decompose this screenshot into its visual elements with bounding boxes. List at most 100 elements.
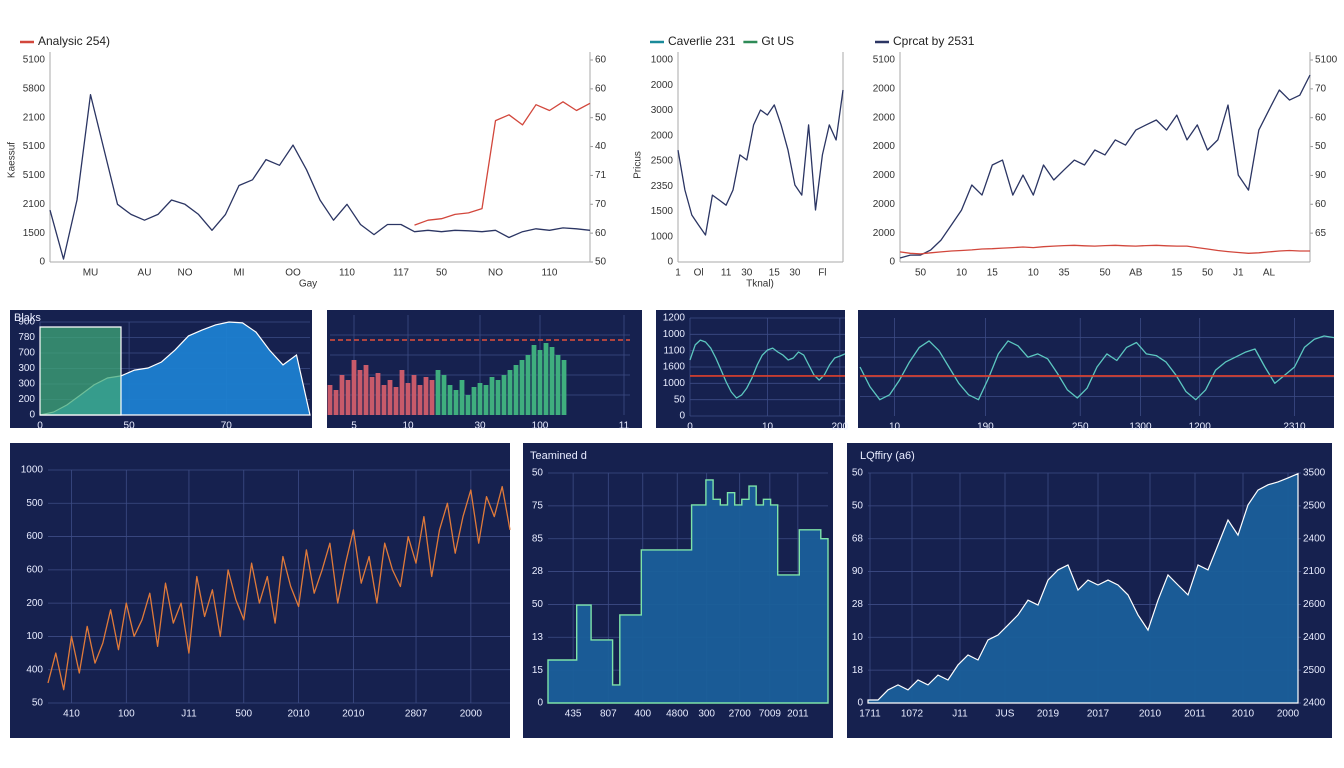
legend-label: Gt US [761,34,794,48]
y-tick-label: 1000 [663,329,686,340]
bar [399,370,405,415]
y-tick-label: 600 [26,531,43,542]
x-tick-label: MI [233,268,244,279]
y-tick-label: 2000 [651,130,674,141]
x-tick-label: 35 [1058,268,1070,279]
y-tick-label: 2000 [873,83,896,94]
x-tick-label: 30 [741,268,753,279]
x-tick-label: NO [488,268,503,279]
x-tick-label: 100 [532,421,549,432]
x-tick-label: 2010 [1139,709,1162,720]
x-tick-label: 807 [600,709,617,720]
x-tick-label: 2700 [729,709,752,720]
y-tick-label: 0 [667,257,673,268]
y2-tick-label: 2100 [1303,566,1326,577]
y-tick-label: 100 [26,631,43,642]
x-tick-label: OO [285,268,301,279]
x-tick-label: 15 [1171,268,1183,279]
y2-tick-label: 50 [595,257,607,268]
y-tick-label: 200 [18,394,35,405]
y-tick-label: 5100 [23,170,46,181]
x-tick-label: 100 [118,709,135,720]
bar [441,375,447,415]
series-line [49,93,591,260]
x-tick-label: 10 [1028,268,1040,279]
x-tick-label: AU [138,268,152,279]
series-line [899,74,1311,259]
x-tick-label: 110 [542,268,558,279]
y-tick-label: 300 [18,363,35,374]
bar [363,365,369,415]
y-tick-label: 5100 [23,141,46,152]
x-tick-label: 2807 [405,709,428,720]
x-tick-label: 2000 [460,709,483,720]
x-tick-label: 1300 [1129,422,1152,433]
bar [357,370,363,415]
x-tick-label: 70 [221,421,233,432]
x-tick-label: 30 [789,268,801,279]
x-tick-label: 2017 [1087,709,1110,720]
y-tick-label: 300 [18,379,35,390]
bar [417,385,423,415]
bar [327,385,333,415]
bar [483,385,489,415]
x-tick-label: 10 [402,421,414,432]
bar [525,355,531,415]
x-tick-label: 2010 [287,709,310,720]
y-tick-label: 1500 [651,206,674,217]
bar [495,380,501,415]
bar [333,390,339,415]
x-tick-label: J11 [181,709,197,720]
y-tick-label: 200 [26,598,43,609]
bar [435,370,441,415]
bar [561,360,567,415]
bar [429,380,435,415]
bar [339,375,345,415]
series-area [867,472,1299,704]
x-tick-label: 10 [889,422,901,433]
x-tick-label: 200 [831,422,848,433]
x-tick-label: J11 [952,709,968,720]
x-tick-label: 0 [37,421,43,432]
y-tick-label: 0 [537,698,543,709]
x-tick-label: 50 [1202,268,1214,279]
y-tick-label: 700 [18,348,35,359]
x-tick-label: 2010 [1232,709,1255,720]
x-axis-label: Tknal) [746,279,774,290]
y-tick-label: 90 [852,566,864,577]
y-tick-label: 400 [26,664,43,675]
y2-tick-label: 60 [595,228,607,239]
x-axis-label: Gay [299,279,317,290]
y-tick-label: 3000 [651,105,674,116]
y-tick-label: 2500 [651,156,674,167]
x-tick-label: 117 [393,268,409,279]
bar [387,380,393,415]
y2-tick-label: 2500 [1303,500,1326,511]
x-tick-label: 2310 [1283,422,1306,433]
bar [459,380,465,415]
y-tick-label: 2000 [873,228,896,239]
bar [375,373,381,415]
y-tick-label: 50 [532,468,544,479]
x-tick-label: 1200 [1189,422,1212,433]
x-tick-label: 2000 [1277,709,1300,720]
bar [531,345,537,415]
bar [345,380,351,415]
bar [549,347,555,415]
y-tick-label: 5800 [23,83,46,94]
bar [513,365,519,415]
y-tick-label: 1200 [663,313,686,324]
panel [10,443,510,738]
y2-tick-label: 60 [1315,199,1327,210]
x-tick-label: Fl [818,268,826,279]
y-tick-label: 68 [852,533,864,544]
y-tick-label: 0 [39,257,45,268]
y-tick-label: 2000 [651,80,674,91]
x-tick-label: AL [1263,268,1276,279]
bar [489,377,495,415]
x-tick-label: 300 [698,709,715,720]
x-tick-label: 10 [762,422,774,433]
chart-title: LQffiry (a6) [860,450,915,462]
bar [507,370,513,415]
